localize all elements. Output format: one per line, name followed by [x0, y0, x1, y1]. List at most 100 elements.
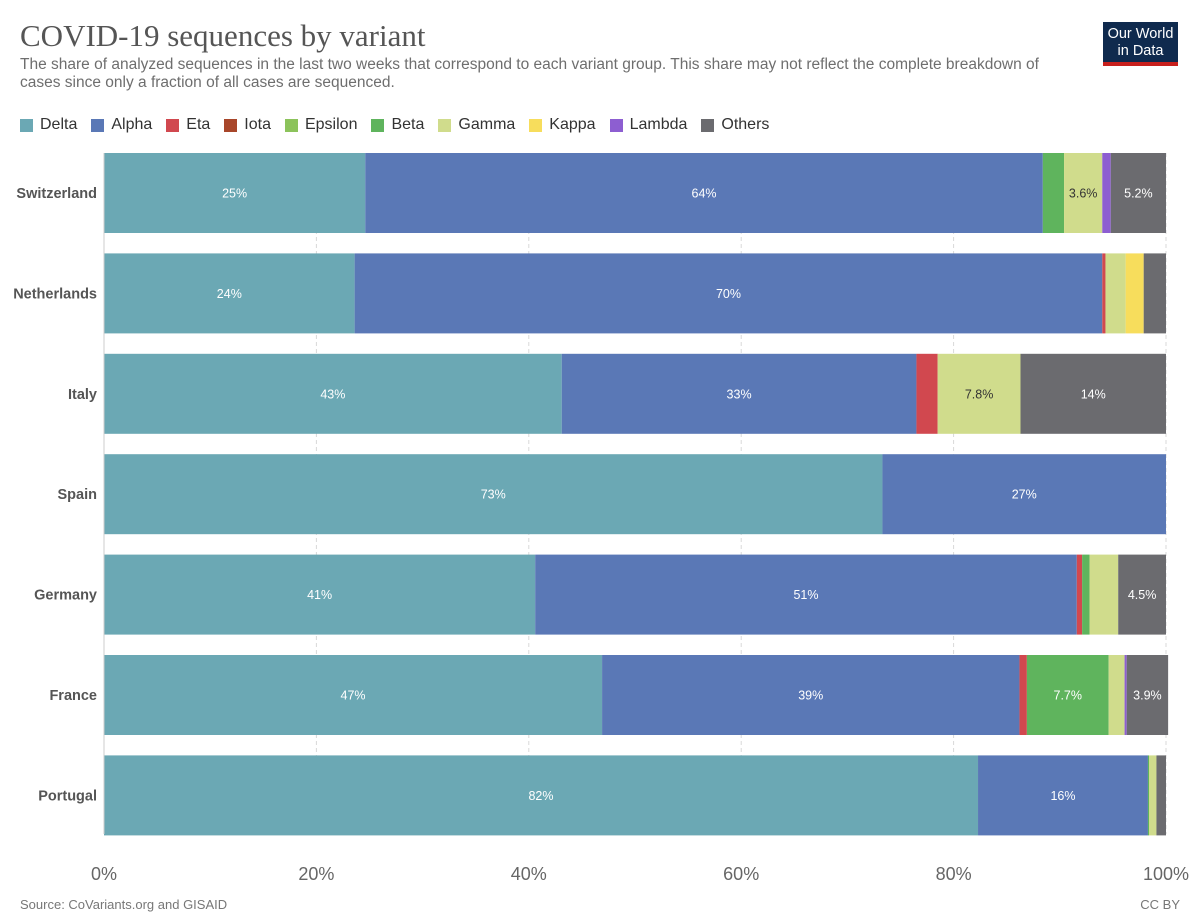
category-label: France [49, 688, 97, 704]
data-label: 7.7% [1054, 689, 1083, 703]
bar-segment-gamma [1105, 253, 1126, 334]
chart-legend: Delta Alpha Eta Iota Epsilon Beta Gamma Kappa La… [20, 116, 783, 134]
data-label: 33% [727, 387, 752, 401]
bar-segment-eta [1076, 554, 1083, 635]
bar-segment-eta [1102, 253, 1106, 334]
legend-swatch [166, 118, 180, 132]
data-label: 3.6% [1069, 187, 1098, 201]
logo-line-2: in Data [1117, 43, 1164, 59]
data-label: 24% [217, 287, 242, 301]
data-label: 16% [1050, 789, 1075, 803]
x-tick-label: 100% [1143, 864, 1189, 884]
bar-segment-beta [1042, 153, 1065, 233]
category-label: Portugal [38, 788, 97, 804]
bar-segment-lambda [1102, 153, 1111, 233]
license-note: CC BY [1140, 897, 1180, 912]
x-tick-label: 60% [723, 864, 759, 884]
legend-item-kappa[interactable]: Kappa [529, 116, 596, 134]
owid-logo[interactable]: Our World in Data [1103, 22, 1178, 66]
bar-segment-beta [1026, 655, 1109, 735]
bar-segment-others [1143, 253, 1166, 334]
data-label: 70% [716, 287, 741, 301]
legend-item-epsilon[interactable]: Epsilon [284, 116, 358, 134]
bar-segment-alpha [561, 353, 917, 434]
bar-segment-kappa [1125, 253, 1144, 334]
legend-item-iota[interactable]: Iota [224, 116, 271, 134]
legend-item-gamma[interactable]: Gamma [438, 116, 515, 134]
bar-segment-alpha [882, 454, 1166, 535]
bar-segment-others [1156, 755, 1166, 836]
x-tick-label: 40% [511, 864, 547, 884]
category-label: Netherlands [13, 286, 97, 302]
category-label: Switzerland [16, 186, 97, 202]
data-label: 4.5% [1128, 588, 1157, 602]
data-label: 14% [1081, 387, 1106, 401]
x-tick-label: 0% [91, 864, 117, 884]
data-label: 25% [222, 187, 247, 201]
bar-segment-alpha [978, 755, 1148, 836]
bar-segment-delta [104, 253, 355, 334]
bar-segment-delta [104, 655, 603, 735]
legend-label: Delta [40, 116, 78, 133]
bar-segment-others [1110, 153, 1166, 233]
bar-segment-gamma [1149, 755, 1157, 836]
legend-swatch [701, 118, 715, 132]
bar-segment-delta [104, 153, 366, 233]
legend-swatch [609, 118, 623, 132]
legend-label: Lambda [629, 116, 688, 133]
bar-segment-alpha [535, 554, 1077, 635]
legend-item-beta[interactable]: Beta [371, 116, 424, 134]
bar-segment-beta [1082, 554, 1090, 635]
legend-label: Gamma [458, 116, 516, 133]
chart-title: COVID-19 sequences by variant [20, 18, 426, 53]
data-label: 27% [1012, 488, 1037, 502]
data-label: 41% [307, 588, 332, 602]
chart-subtitle: The share of analyzed sequences in the l… [20, 56, 1039, 91]
legend-swatch [224, 118, 238, 132]
legend-swatch [529, 118, 543, 132]
bar-segment-gamma [1108, 655, 1125, 735]
legend-item-alpha[interactable]: Alpha [91, 116, 152, 134]
data-label: 5.2% [1124, 187, 1153, 201]
legend-label: Epsilon [304, 116, 358, 133]
legend-item-eta[interactable]: Eta [166, 116, 210, 134]
legend-label: Eta [186, 116, 211, 133]
bar-segment-alpha [365, 153, 1043, 233]
category-label: Germany [34, 588, 97, 604]
bar-segment-beta [1147, 755, 1150, 836]
legend-item-delta[interactable]: Delta [20, 116, 77, 134]
category-label: Spain [58, 487, 97, 503]
bar-segment-delta [104, 755, 979, 836]
legend-item-lambda[interactable]: Lambda [609, 116, 688, 134]
data-label: 3.9% [1133, 689, 1162, 703]
legend-label: Alpha [111, 116, 153, 133]
legend-swatch [438, 118, 452, 132]
bar-segment-gamma [1064, 153, 1103, 233]
logo-line-1: Our World [1107, 26, 1174, 42]
data-label: 39% [798, 689, 823, 703]
bar-segment-alpha [602, 655, 1020, 735]
legend-item-others[interactable]: Others [701, 116, 769, 134]
source-note: Source: CoVariants.org and GISAID [20, 897, 228, 912]
data-label: 82% [528, 789, 553, 803]
bar-segment-lambda [1124, 655, 1127, 735]
bar-segment-delta [104, 454, 883, 535]
legend-label: Beta [391, 116, 425, 133]
data-label: 7.8% [965, 387, 994, 401]
legend-swatch [20, 118, 33, 132]
legend-label: Others [721, 116, 770, 133]
x-tick-label: 80% [936, 864, 972, 884]
legend-label: Kappa [549, 116, 596, 133]
data-label: 47% [341, 689, 366, 703]
bar-segment-gamma [1089, 554, 1119, 635]
bar-segment-gamma [937, 353, 1021, 434]
legend-swatch [284, 118, 298, 132]
data-label: 43% [320, 387, 345, 401]
bar-segment-eta [916, 353, 938, 434]
bar-segment-alpha [354, 253, 1103, 334]
bar-segment-eta [1019, 655, 1027, 735]
bar-segment-delta [104, 554, 536, 635]
bar-segment-others [1118, 554, 1166, 635]
category-label: Italy [68, 387, 97, 403]
